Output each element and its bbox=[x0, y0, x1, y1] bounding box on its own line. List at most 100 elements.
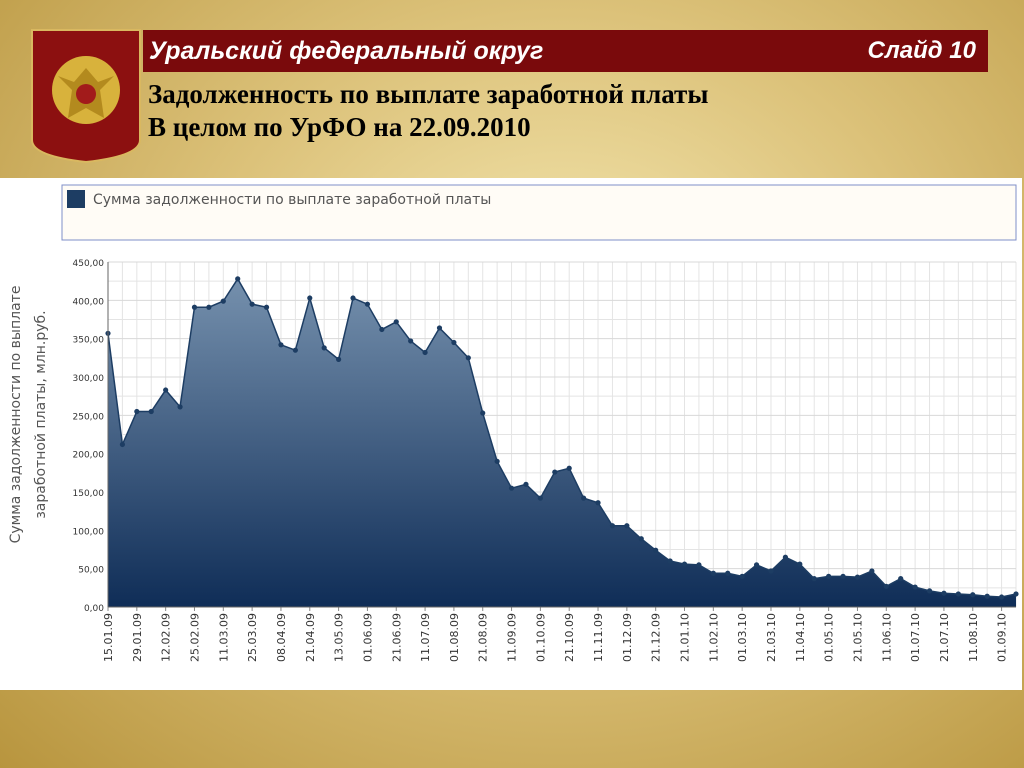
x-tick-label: 01.09.10 bbox=[996, 613, 1009, 662]
point bbox=[869, 568, 875, 574]
x-tick-label: 08.04.09 bbox=[275, 613, 288, 662]
legend-label: Сумма задолженности по выплате заработно… bbox=[93, 192, 491, 208]
point bbox=[595, 500, 601, 506]
point bbox=[725, 570, 731, 576]
x-tick-label: 11.11.09 bbox=[592, 613, 605, 662]
point bbox=[984, 593, 990, 599]
x-tick-label: 01.10.09 bbox=[534, 613, 547, 662]
x-tick-label: 25.02.09 bbox=[188, 613, 201, 662]
point bbox=[753, 562, 760, 568]
point bbox=[926, 588, 933, 594]
x-tick-label: 15.01.09 bbox=[102, 613, 115, 662]
slide-number: Слайд 10 bbox=[867, 37, 976, 64]
x-tick-label: 21.04.09 bbox=[304, 613, 317, 662]
point bbox=[249, 301, 255, 307]
x-tick-label: 25.03.09 bbox=[246, 613, 259, 662]
x-tick-label: 11.08.10 bbox=[967, 613, 980, 662]
point bbox=[537, 495, 543, 501]
point bbox=[854, 574, 861, 580]
y-tick-label: 400,00 bbox=[73, 297, 105, 307]
x-tick-label: 11.03.09 bbox=[217, 613, 230, 662]
x-tick-label: 21.05.10 bbox=[851, 613, 864, 662]
x-tick-label: 11.04.10 bbox=[794, 613, 807, 662]
point bbox=[119, 441, 126, 448]
point bbox=[465, 355, 471, 361]
point bbox=[912, 584, 918, 590]
point bbox=[336, 356, 342, 362]
y-tick-label: 150,00 bbox=[73, 489, 105, 499]
x-tick-label: 01.05.10 bbox=[823, 613, 836, 662]
y-axis-label: Сумма задолженности по выплате bbox=[8, 286, 24, 544]
point bbox=[840, 573, 846, 579]
y-tick-label: 300,00 bbox=[73, 374, 105, 384]
point bbox=[826, 573, 832, 579]
point bbox=[667, 558, 673, 564]
point bbox=[955, 591, 961, 597]
point bbox=[292, 347, 298, 353]
subtitle-line: В целом по УрФО на 22.09.2010 bbox=[148, 112, 531, 142]
y-tick-label: 200,00 bbox=[73, 451, 105, 461]
point bbox=[653, 547, 659, 553]
point bbox=[710, 570, 716, 576]
point bbox=[350, 295, 356, 301]
x-tick-label: 01.07.10 bbox=[909, 613, 922, 662]
point bbox=[797, 561, 803, 567]
y-axis-label: заработной платы, млн.руб. bbox=[33, 310, 49, 518]
point bbox=[998, 594, 1005, 600]
point bbox=[278, 342, 284, 348]
point bbox=[148, 408, 154, 415]
y-tick-label: 350,00 bbox=[73, 336, 105, 346]
point bbox=[566, 465, 572, 471]
y-tick-label: 0,00 bbox=[84, 604, 104, 614]
header-title: Уральский федеральный округ bbox=[149, 37, 544, 65]
x-tick-label: 01.06.09 bbox=[361, 613, 374, 662]
subtitle-line: Задолженность по выплате заработной плат… bbox=[148, 79, 709, 109]
point bbox=[941, 590, 947, 596]
point bbox=[451, 339, 457, 346]
chart: 0,00 50,00 100,00 150,00 200,00 250,00 300,00 3… bbox=[0, 178, 1022, 690]
point bbox=[811, 576, 817, 582]
point bbox=[134, 408, 140, 415]
subtitle: Задолженность по выплате заработной плат… bbox=[148, 78, 708, 144]
point bbox=[393, 319, 399, 325]
point bbox=[523, 481, 529, 487]
point bbox=[768, 568, 774, 574]
emblem bbox=[31, 29, 141, 164]
x-tick-label: 21.10.09 bbox=[563, 613, 576, 662]
point bbox=[235, 276, 241, 282]
area-fill bbox=[108, 278, 1016, 607]
y-tick-label: 250,00 bbox=[73, 412, 105, 422]
x-tick-label: 11.02.10 bbox=[707, 613, 720, 662]
point bbox=[263, 304, 270, 310]
point bbox=[552, 469, 558, 475]
x-tick-label: 01.12.09 bbox=[621, 613, 634, 662]
x-tick-label: 13.05.09 bbox=[333, 613, 346, 662]
point bbox=[408, 338, 414, 344]
point bbox=[883, 583, 889, 589]
point bbox=[422, 349, 428, 356]
x-tick-label: 11.09.09 bbox=[506, 613, 519, 662]
y-tick-label: 100,00 bbox=[73, 527, 105, 537]
point bbox=[638, 536, 644, 542]
point bbox=[970, 592, 976, 598]
point bbox=[321, 345, 327, 351]
point bbox=[364, 301, 371, 307]
y-tick-label: 450,00 bbox=[73, 259, 105, 269]
x-tick-label: 21.06.09 bbox=[390, 613, 403, 662]
point bbox=[898, 576, 904, 582]
point bbox=[206, 304, 212, 310]
x-tick-label: 29.01.09 bbox=[131, 613, 144, 662]
y-tick-label: 50,00 bbox=[78, 566, 104, 576]
x-tick-label: 01.08.09 bbox=[448, 613, 461, 662]
x-tick-label: 21.01.10 bbox=[679, 613, 692, 662]
point bbox=[177, 404, 183, 410]
point bbox=[220, 298, 226, 304]
x-tick-label: 21.07.10 bbox=[938, 613, 951, 662]
x-tick-label: 12.02.09 bbox=[160, 613, 173, 662]
point bbox=[508, 485, 515, 491]
point bbox=[696, 562, 702, 568]
x-tick-label: 01.03.10 bbox=[736, 613, 749, 662]
x-tick-label: 21.03.10 bbox=[765, 613, 778, 662]
point bbox=[436, 325, 443, 331]
point bbox=[739, 573, 745, 579]
